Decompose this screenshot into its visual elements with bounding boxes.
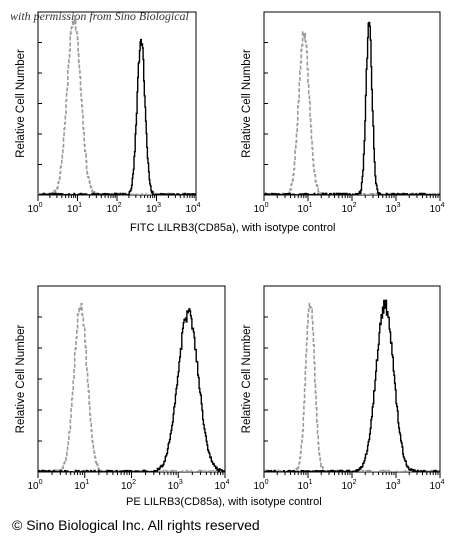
- sample-series: [38, 38, 196, 195]
- sample-series: [264, 21, 440, 195]
- x-tick-label: 103: [385, 479, 400, 492]
- histogram-panel-top-right: Relative Cell Number 100 101 102 103 104: [241, 11, 445, 215]
- x-tick-label: 103: [168, 479, 183, 492]
- x-tick-label: 102: [106, 202, 121, 215]
- x-tick-label: 100: [27, 202, 42, 215]
- x-tick-label: 102: [341, 202, 356, 215]
- copyright-text: © Sino Biological Inc. All rights reserv…: [12, 517, 260, 533]
- isotype-control-series: [38, 302, 225, 472]
- x-tick-label: 103: [146, 202, 161, 215]
- x-tick-label: 103: [385, 202, 400, 215]
- x-tick-label: 104: [214, 479, 229, 492]
- histogram-panel-bottom-right: Relative Cell Number 100 101 102 103 104: [241, 285, 445, 492]
- caption-fitc: FITC LILRB3(CD85a), with isotype control: [130, 222, 336, 234]
- y-axis-label: Relative Cell Number: [15, 325, 27, 434]
- x-tick-label: 104: [185, 202, 200, 215]
- sample-series: [38, 308, 225, 472]
- x-tick-label: 102: [121, 479, 136, 492]
- isotype-control-series: [38, 15, 196, 195]
- isotype-control-series: [264, 302, 440, 472]
- x-tick-label: 101: [67, 202, 82, 215]
- x-tick-label: 102: [341, 479, 356, 492]
- plot-frame: [263, 285, 441, 473]
- sample-series: [264, 299, 440, 472]
- y-axis-label: Relative Cell Number: [15, 49, 27, 158]
- caption-pe: PE LILRB3(CD85a), with isotype control: [126, 496, 322, 508]
- histogram-panel-top-left: Relative Cell Number 100 101 102 103 104: [15, 11, 201, 215]
- plot-frame: [37, 285, 226, 473]
- plot-frame: [263, 11, 441, 196]
- histogram-panel-bottom-left: Relative Cell Number 100 101 102 103 104: [15, 285, 230, 492]
- x-tick-label: 100: [253, 479, 268, 492]
- x-tick-label: 101: [297, 479, 312, 492]
- x-tick-label: 100: [253, 202, 268, 215]
- x-tick-label: 101: [297, 202, 312, 215]
- y-axis-label: Relative Cell Number: [241, 49, 253, 158]
- x-tick-label: 104: [429, 479, 444, 492]
- y-axis-label: Relative Cell Number: [241, 325, 253, 434]
- x-tick-label: 100: [27, 479, 42, 492]
- x-tick-label: 104: [429, 202, 444, 215]
- isotype-control-series: [264, 31, 440, 195]
- x-tick-label: 101: [74, 479, 89, 492]
